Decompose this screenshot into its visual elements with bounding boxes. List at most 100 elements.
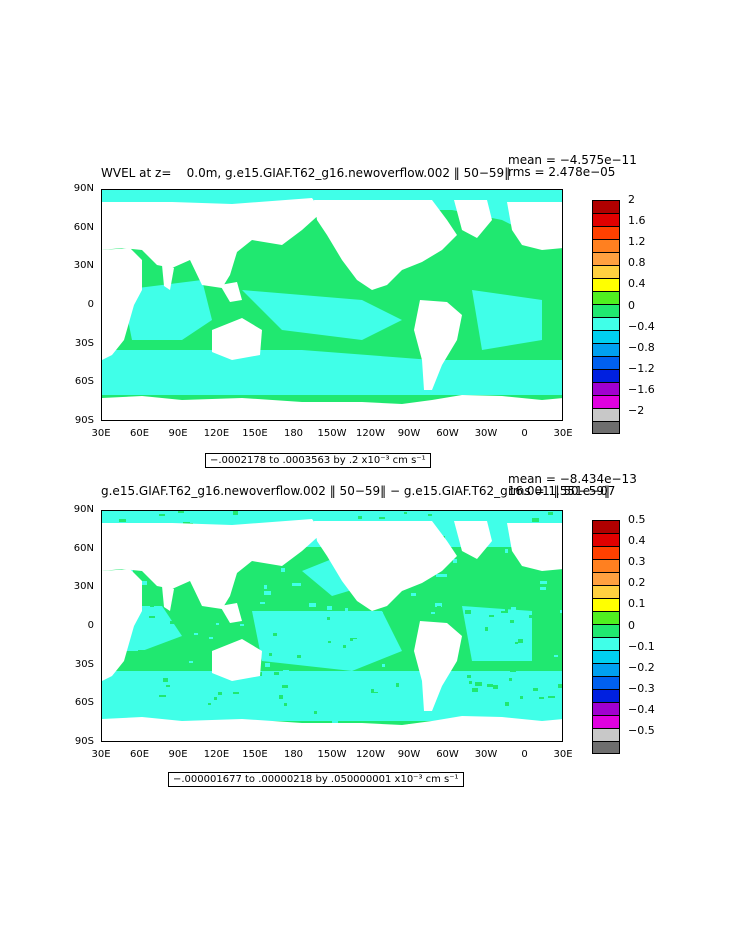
colorbar-tick-label: 0.2 [628,576,646,590]
land-seasia [220,282,242,302]
field-speckle [214,697,217,700]
field-speckle [324,513,327,517]
field-speckle [208,656,215,660]
field-speckle [233,511,238,515]
longitude-tick-label: 180 [283,749,304,760]
field-speckle [339,519,343,521]
land-europe-asia [102,198,322,288]
colorbar-tick-label: −0.2 [628,660,655,674]
latitude-tick-label: 90S [74,736,94,747]
longitude-tick-label: 30W [474,428,498,439]
colorbar-tick-label: −0.3 [628,681,655,695]
panel-title: g.e15.GIAF.T62_g16.newoverflow.002 ‖ 50−… [101,484,610,498]
colorbar-swatch [592,200,620,213]
latitude-tick-label: 90N [73,183,94,194]
longitude-tick-label: 30W [474,749,498,760]
field-speckle [379,517,385,519]
longitude-tick-label: 90W [397,428,421,439]
field-speckle [152,621,157,623]
colorbar-swatch [592,520,620,533]
field-speckle [295,583,301,586]
mean-value: mean = −4.575e−11 [508,153,637,167]
field-speckle [529,615,536,618]
map-frame [101,510,563,742]
field-speckle [510,668,516,672]
colorbar-swatch [592,728,620,741]
latitude-tick-label: 30N [73,260,94,272]
field-speckle [266,604,272,608]
longitude-tick-label: 120E [203,749,230,760]
field-speckle [539,697,544,699]
latitude-tick-label: 30N [73,581,94,593]
field-patch [472,290,542,350]
land-india [162,586,174,611]
field-speckle [186,705,190,709]
field-speckle [281,568,285,572]
field-speckle [314,711,317,714]
field-patch [252,611,402,671]
field-speckle [205,691,211,693]
colorbar-swatch [592,702,620,715]
longitude-tick-label: 30E [553,749,573,760]
field-speckle [465,610,471,614]
field-speckle [330,517,335,521]
land-antarctica-top [102,395,562,412]
longitude-tick-label: 0 [521,428,528,439]
field-speckle [404,512,407,514]
field-speckle [138,650,145,654]
colorbar-swatch [592,239,620,252]
colorbar-swatch [592,676,620,689]
field-speckle [170,621,176,624]
field-speckle [189,661,193,663]
longitude-tick-label: 150W [317,749,347,760]
field-speckle [487,553,490,557]
field-speckle [196,654,199,656]
field-speckle [524,637,531,640]
colorbar-swatch [592,637,620,650]
field-speckle [216,623,219,625]
colorbar-tick-label: 0.1 [628,597,646,611]
land-antarctica [102,410,562,420]
field-speckle [414,637,418,639]
field-speckle [487,684,493,687]
colorbar-swatch [592,395,620,408]
colorbar-swatch [592,715,620,728]
colorbar-swatch [592,330,620,343]
field-speckle [493,685,498,689]
field-patch [242,290,402,340]
field-speckle [548,512,553,515]
field-speckle [274,672,279,675]
field-speckle [141,608,144,611]
latitude-tick-label: 60S [74,376,94,388]
field-speckle [345,608,348,612]
field-speckle [485,627,488,631]
longitude-tick-label: 150E [242,749,268,760]
latitude-tick-label: 60S [74,697,94,709]
longitude-tick-label: 180 [283,428,304,439]
longitude-tick-label: 90E [168,428,188,439]
field-speckle [327,606,332,610]
field-speckle [358,516,362,519]
field-speckle [510,620,514,623]
field-speckle [332,721,338,724]
colorbar-tick-label: 0 [628,298,635,312]
colorbar [592,200,620,434]
field-speckle [265,663,270,667]
field-speckle [423,592,430,596]
colorbar-swatch [592,572,620,585]
colorbar-tick-label: −0.4 [628,702,655,716]
colorbar-swatch [592,585,620,598]
field-speckle [560,610,562,613]
colorbar-tick-label: −0.1 [628,639,655,653]
field-speckle [521,635,528,637]
land-africa [102,569,142,681]
colorbar-swatch [592,663,620,676]
field-speckle [475,682,482,686]
field-speckle [428,514,432,516]
field-speckle [428,614,434,616]
field-speckle [142,581,147,585]
colorbar-tick-label: −0.8 [628,340,655,354]
field-speckle [208,703,211,705]
longitude-tick-label: 60W [436,428,459,439]
field-patch [122,280,212,340]
